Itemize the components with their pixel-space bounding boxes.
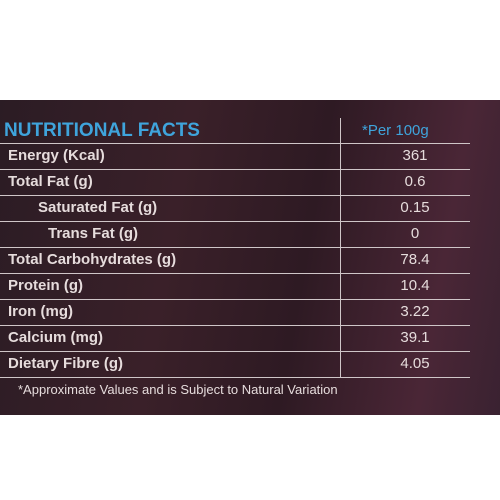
nutrient-value: 4.05 [400, 355, 430, 372]
row-line [0, 377, 470, 378]
nutrient-name: Total Fat (g) [8, 173, 93, 190]
row-line [0, 351, 470, 352]
row-line [0, 299, 470, 300]
nutrient-value: 0.15 [400, 199, 430, 216]
nutrient-name: Calcium (mg) [8, 329, 104, 346]
label-background [0, 100, 500, 415]
row-line [0, 221, 470, 222]
nutrient-value: 0.6 [404, 173, 426, 190]
nutrient-name: Energy (Kcal) [8, 147, 105, 164]
nutrient-name: Trans Fat (g) [48, 225, 139, 242]
nutrient-value: 10.4 [400, 277, 430, 294]
nutrient-value: 78.4 [400, 251, 430, 268]
row-line [0, 247, 470, 248]
nutrient-name: Saturated Fat (g) [38, 199, 158, 216]
table-title: NUTRITIONAL FACTS [4, 120, 200, 141]
row-line [0, 169, 470, 170]
column-header: *Per 100g [362, 122, 429, 139]
nutrient-name: Dietary Fibre (g) [8, 355, 124, 372]
nutrient-name: Protein (g) [8, 277, 83, 294]
row-line [0, 143, 470, 144]
nutrient-value: 39.1 [400, 329, 430, 346]
footnote: *Approximate Values and is Subject to Na… [18, 382, 338, 397]
nutrient-name: Iron (mg) [8, 303, 73, 320]
nutrient-value: 3.22 [400, 303, 430, 320]
row-line [0, 273, 470, 274]
nutrient-value: 361 [402, 147, 428, 164]
row-line [0, 195, 470, 196]
row-line [0, 325, 470, 326]
nutrient-name: Total Carbohydrates (g) [8, 251, 177, 268]
nutrient-value: 0 [410, 225, 420, 242]
